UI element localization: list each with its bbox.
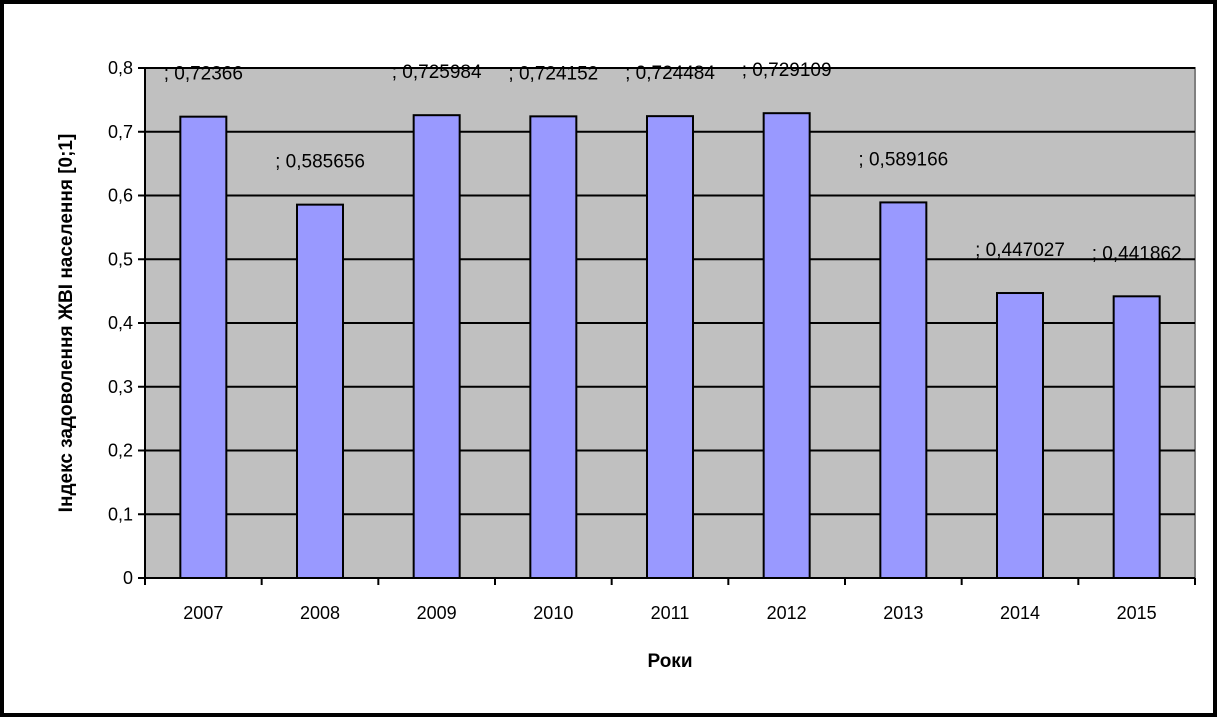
- data-label-2011: ; 0,724484: [625, 63, 715, 84]
- x-tick-label-2007: 2007: [183, 603, 223, 623]
- data-label-2010: ; 0,724152: [508, 63, 598, 84]
- y-tick-label: 0,7: [108, 122, 133, 142]
- x-tick-label-2010: 2010: [533, 603, 573, 623]
- y-tick-label: 0,5: [108, 249, 133, 269]
- bar-2011: [646, 115, 694, 579]
- data-label-2009: ; 0,725984: [392, 62, 482, 83]
- x-tick-label-2011: 2011: [651, 603, 690, 623]
- y-tick-label: 0: [123, 568, 133, 588]
- bar-2012: [762, 112, 811, 579]
- bar-2007: [179, 115, 228, 579]
- data-label-2014: ; 0,447027: [975, 240, 1065, 261]
- bar-2008: [296, 203, 344, 580]
- data-label-2007: ; 0,72366: [164, 64, 243, 85]
- x-tick-label-2014: 2014: [1000, 603, 1040, 623]
- y-tick-label: 0,1: [108, 504, 133, 524]
- x-tick-label-2009: 2009: [417, 603, 457, 623]
- x-tick-label-2015: 2015: [1117, 603, 1157, 623]
- y-tick-label: 0,2: [108, 441, 133, 461]
- x-tick-labels: 2007 2008 2009 2010 2011 2012 2013 2014 2015: [183, 603, 1156, 623]
- bar-2010: [529, 115, 578, 580]
- y-tick-label: 0,8: [108, 58, 133, 78]
- bar-2015: [1112, 295, 1161, 579]
- bar-2014: [996, 292, 1044, 579]
- y-tick-label: 0,4: [108, 313, 133, 333]
- x-tick-label-2012: 2012: [767, 603, 807, 623]
- x-axis-title: Роки: [648, 651, 693, 672]
- bar-2013: [879, 201, 928, 579]
- data-label-2013: ; 0,589166: [858, 149, 948, 170]
- data-labels: ; 0,72366 ; 0,585656 ; 0,725984 ; 0,724152;…: [164, 60, 1182, 264]
- x-tick-label-2013: 2013: [883, 603, 923, 623]
- bar-2009: [412, 114, 461, 579]
- data-label-2012: ; 0,729109: [742, 60, 832, 81]
- x-tick-label-2008: 2008: [300, 603, 340, 623]
- data-label-2008: ; 0,585656: [275, 152, 365, 173]
- y-tick-labels: 0 0,1 0,2 0,3 0,4 0,5 0,6 0,7 0,8: [108, 58, 133, 588]
- data-label-2015: ; 0,441862: [1092, 243, 1182, 264]
- y-tick-label: 0,3: [108, 377, 133, 397]
- bars: [179, 112, 1161, 580]
- axes: [138, 67, 1196, 585]
- y-tick-label: 0,6: [108, 186, 133, 206]
- y-axis-title: Індекс задоволення ЖВІ населення [0;1]: [56, 134, 77, 513]
